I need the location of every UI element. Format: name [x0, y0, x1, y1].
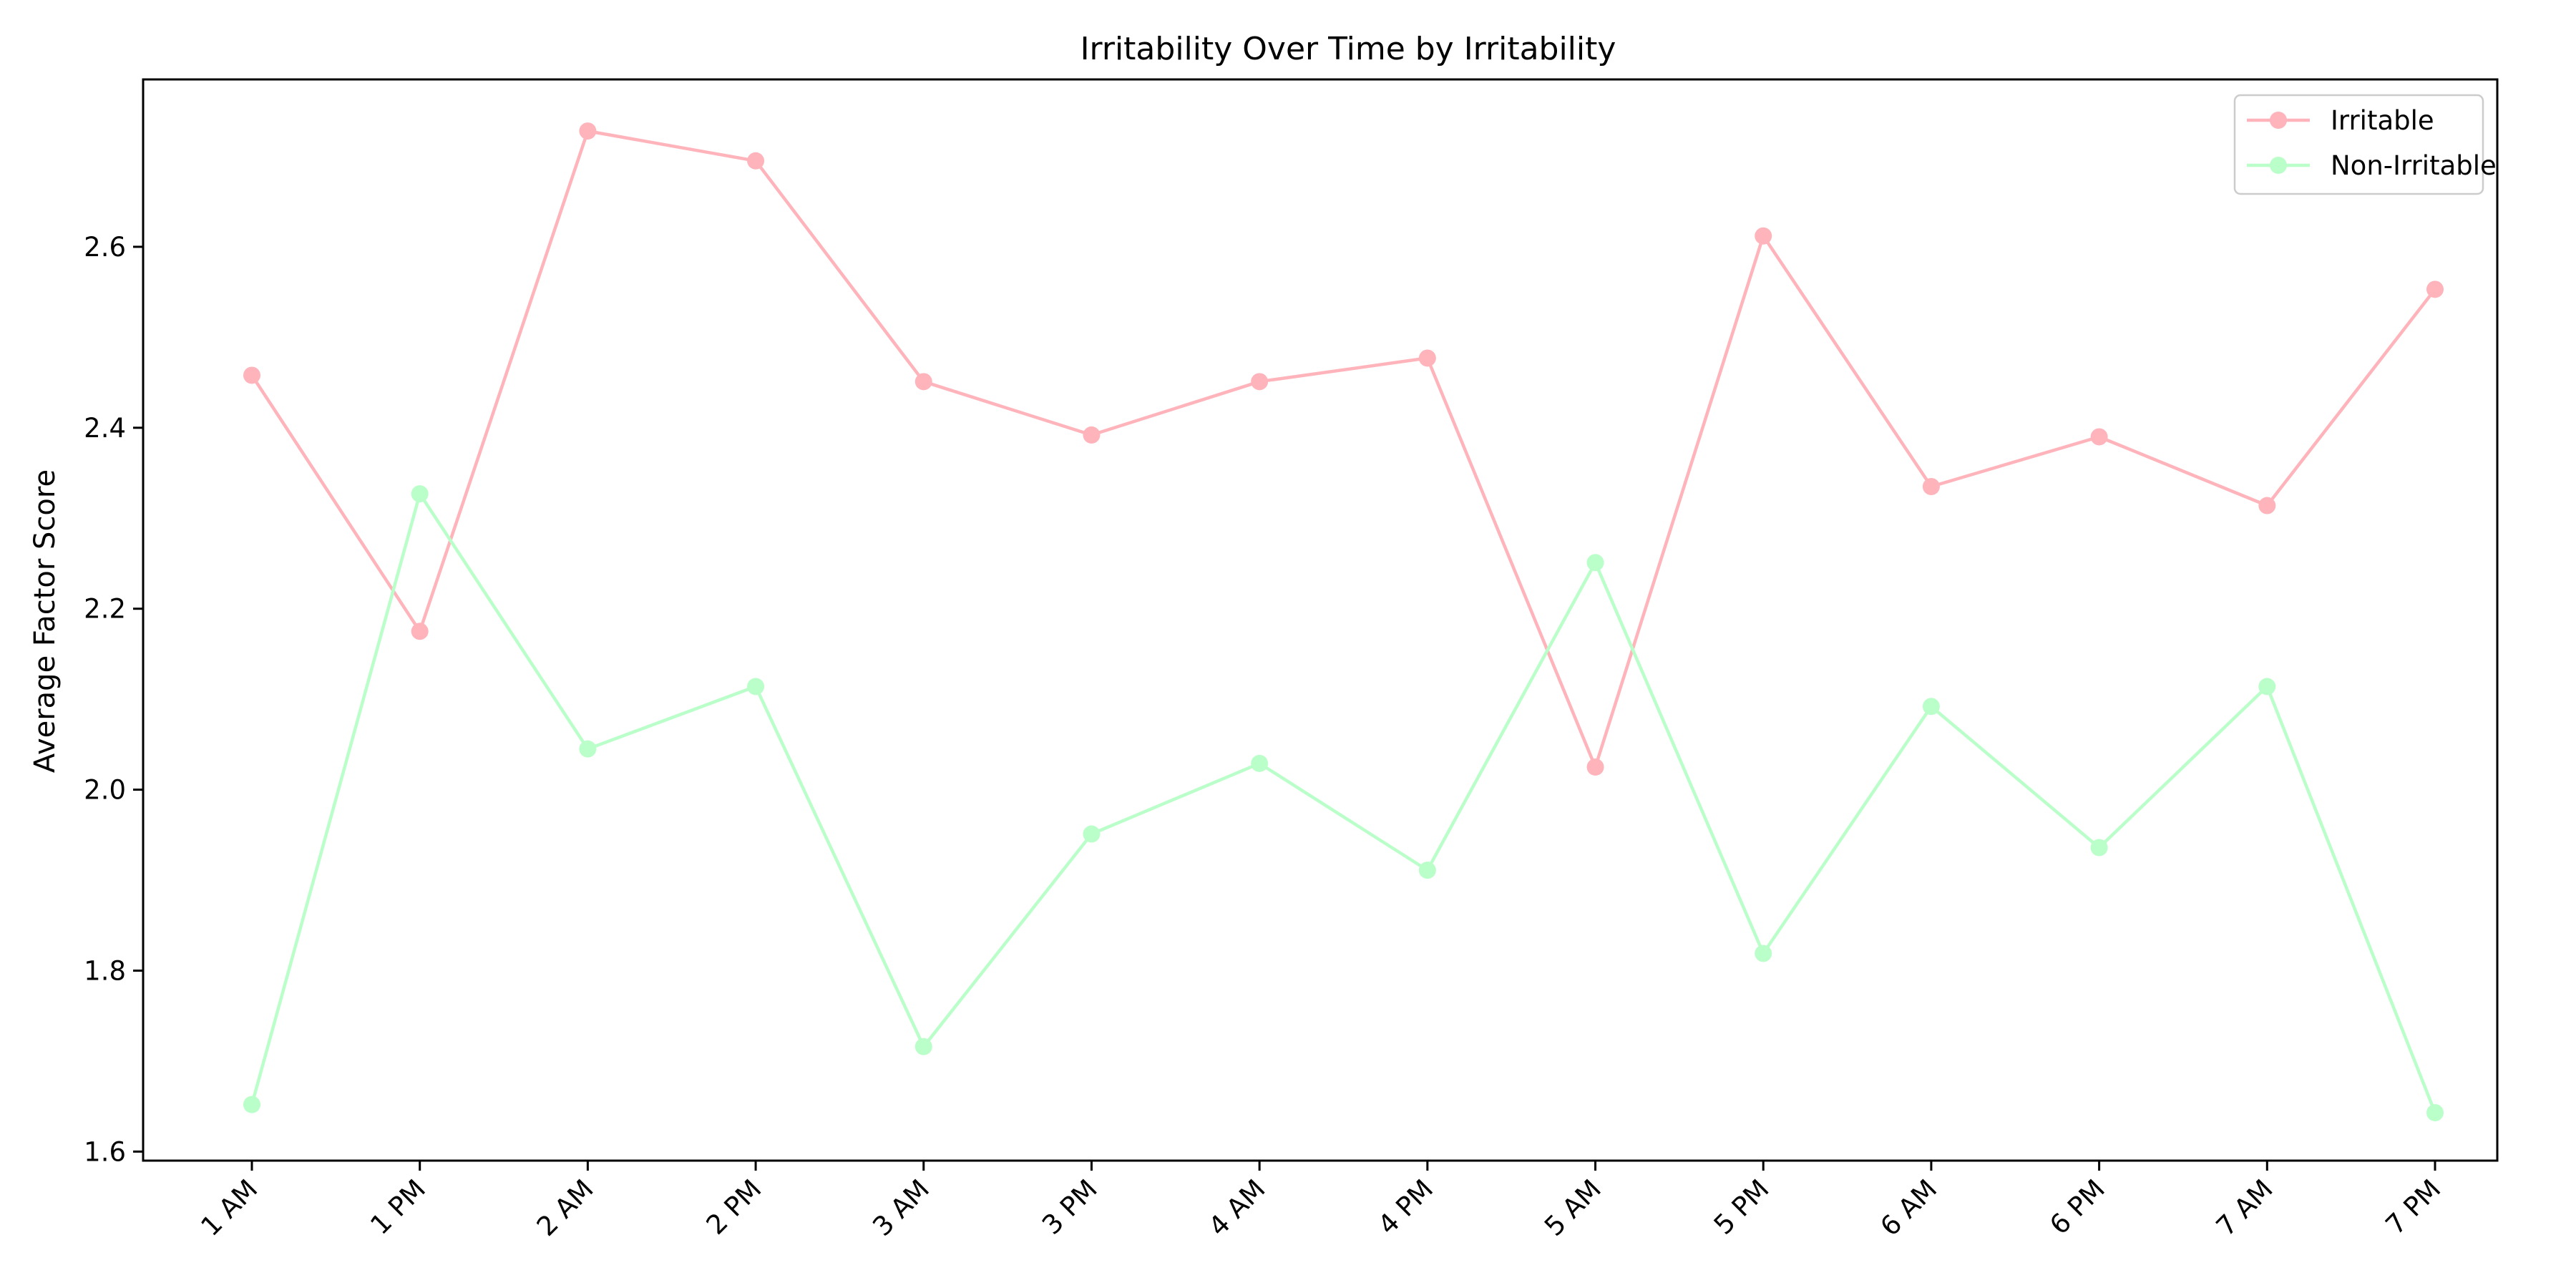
data-point	[243, 1096, 260, 1113]
legend-swatch-marker	[2270, 112, 2287, 129]
data-point	[1251, 754, 1269, 772]
y-tick-label: 2.2	[84, 594, 126, 625]
data-point	[1586, 758, 1604, 776]
data-point	[1755, 227, 1772, 245]
data-point	[2258, 678, 2276, 696]
y-axis-ticks: 1.6 1.8 2.0 2.2 2.4 2.6	[84, 232, 143, 1167]
data-point	[2090, 839, 2108, 857]
data-point	[2426, 280, 2444, 298]
data-point	[747, 152, 765, 170]
legend-swatch-marker	[2270, 157, 2287, 174]
data-point	[1083, 426, 1101, 444]
data-point	[1922, 477, 1940, 495]
y-tick-label: 1.8	[84, 955, 126, 986]
chart-title: Irritability Over Time by Irritability	[1080, 31, 1616, 67]
legend-label: Non-Irritable	[2331, 150, 2497, 181]
data-point	[1418, 349, 1436, 367]
y-tick-label: 1.6	[84, 1136, 126, 1167]
y-tick-label: 2.4	[84, 413, 126, 444]
y-axis-label: Average Factor Score	[29, 469, 62, 773]
data-point	[1755, 945, 1772, 962]
series-layer	[243, 122, 2444, 1121]
data-point	[1251, 373, 1269, 391]
data-point	[1083, 825, 1101, 843]
data-point	[2426, 1103, 2444, 1121]
data-point	[411, 623, 429, 640]
legend-items: Irritable Non-Irritable	[2247, 105, 2497, 181]
series-line-1	[250, 492, 2437, 1115]
data-point	[579, 740, 597, 758]
legend: Irritable Non-Irritable	[2233, 94, 2497, 195]
y-tick-label: 2.0	[84, 775, 126, 806]
data-point	[579, 122, 597, 140]
data-point	[1418, 862, 1436, 879]
data-point	[2258, 497, 2276, 514]
legend-label: Irritable	[2331, 105, 2434, 136]
data-point	[243, 366, 260, 384]
data-point	[914, 1038, 932, 1055]
plot-area-frame	[142, 78, 2499, 1162]
data-point	[411, 485, 429, 503]
series-line-0	[250, 129, 2437, 769]
data-point	[1586, 554, 1604, 572]
data-point	[2090, 428, 2108, 446]
data-point	[747, 678, 765, 696]
y-tick-label: 2.6	[84, 232, 126, 263]
data-point	[1922, 698, 1940, 716]
data-point	[914, 373, 932, 391]
